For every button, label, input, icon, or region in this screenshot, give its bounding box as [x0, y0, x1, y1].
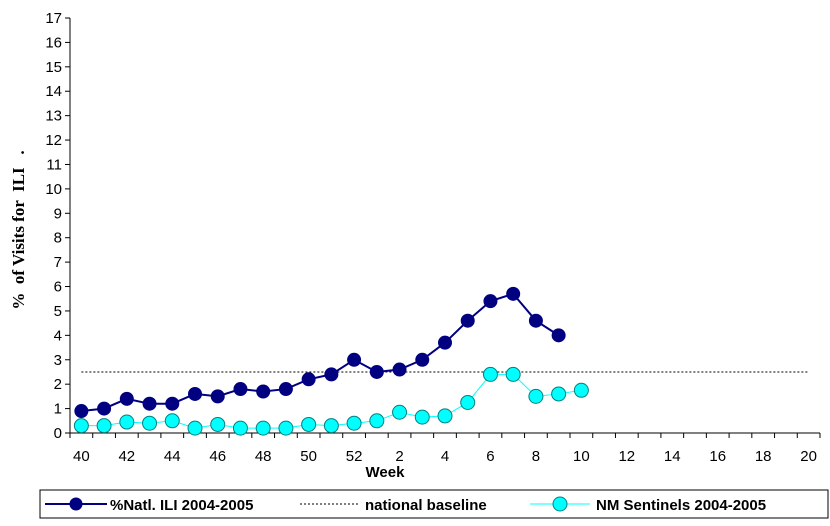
natl-series-point — [256, 384, 271, 399]
natl-series-point — [233, 382, 248, 397]
nm-series-point — [278, 420, 294, 436]
natl-series-line — [81, 292, 560, 413]
natl-series-point — [506, 286, 521, 301]
nm-series-point — [301, 416, 317, 432]
x-tick-label: 48 — [255, 448, 272, 465]
nm-series-point — [96, 418, 112, 434]
y-tick-label: 3 — [54, 352, 62, 369]
nm-series-point — [73, 418, 89, 434]
natl-series-point — [278, 382, 293, 397]
nm-series-point — [437, 408, 453, 424]
natl-series-point — [142, 396, 157, 411]
x-tick-label: 40 — [73, 448, 90, 465]
y-tick-label: 17 — [45, 10, 62, 27]
legend: %Natl. ILI 2004-2005 national baseline N… — [39, 489, 829, 519]
x-tick-label: 10 — [573, 448, 590, 465]
nm-series-point — [551, 386, 567, 402]
natl-series-point — [483, 294, 498, 309]
x-tick-label: 18 — [755, 448, 772, 465]
nm-series-point — [323, 418, 339, 434]
x-tick-label: 4 — [441, 448, 449, 465]
nm-series-point — [369, 413, 385, 429]
natl-series-point — [324, 367, 339, 382]
y-tick-label: 1 — [54, 401, 62, 418]
nm-series-point — [528, 388, 544, 404]
natl-series-point — [392, 362, 407, 377]
x-tick-label: 20 — [800, 448, 817, 465]
natl-series-point — [301, 372, 316, 387]
legend-label-natl: %Natl. ILI 2004-2005 — [110, 497, 253, 514]
nm-series-point — [482, 366, 498, 382]
x-tick-label: 14 — [664, 448, 681, 465]
x-tick-label: 2 — [395, 448, 403, 465]
legend-label-nm: NM Sentinels 2004-2005 — [596, 497, 766, 514]
legend-box — [39, 489, 829, 519]
x-tick-label: 6 — [486, 448, 494, 465]
nm-series-point — [164, 413, 180, 429]
y-tick-label: 12 — [45, 132, 62, 149]
nm-series-point — [392, 404, 408, 420]
y-tick-label: 6 — [54, 279, 62, 296]
nm-series-point — [210, 416, 226, 432]
nm-series-point — [119, 414, 135, 430]
y-tick-label: 7 — [54, 254, 62, 271]
legend-swatch-natl-marker — [69, 497, 83, 511]
y-tick-label: 4 — [54, 327, 62, 344]
x-axis-title: Week — [366, 464, 406, 481]
natl-series-point — [438, 335, 452, 350]
nm-series-point — [414, 409, 430, 425]
nm-series-point — [505, 366, 521, 382]
y-tick-label: 14 — [45, 83, 62, 100]
y-tick-label: 2 — [54, 376, 62, 393]
x-tick-label: 12 — [618, 448, 635, 465]
y-tick-label: 0 — [54, 425, 62, 442]
natl-series-point — [97, 401, 112, 416]
x-tick-label: 46 — [209, 448, 226, 465]
y-tick-label: 15 — [45, 59, 62, 76]
nm-series-point — [460, 394, 476, 410]
y-tick-label: 16 — [45, 34, 62, 51]
legend-label-baseline: national baseline — [365, 497, 487, 514]
natl-series-point — [210, 389, 225, 404]
y-tick-label: 13 — [45, 108, 62, 125]
nm-series-point — [187, 420, 203, 436]
natl-series-point — [165, 396, 180, 411]
legend-swatch-nm-marker — [552, 496, 568, 512]
natl-series-point — [188, 386, 202, 401]
nm-series-point — [255, 420, 271, 436]
y-axis-title: % of Visits for ILI . — [9, 150, 28, 309]
y-tick-label: 11 — [46, 156, 62, 173]
y-tick-label: 8 — [54, 230, 62, 247]
y-tick-label: 5 — [54, 303, 62, 320]
natl-series-point — [528, 313, 543, 328]
x-tick-label: 52 — [346, 448, 363, 465]
x-tick-label: 44 — [164, 448, 181, 465]
natl-series-point — [369, 364, 384, 379]
x-tick-label: 8 — [532, 448, 540, 465]
natl-series-point — [551, 328, 566, 343]
nm-series-point — [232, 420, 248, 436]
y-tick-label: 10 — [45, 181, 62, 198]
x-tick-label: 16 — [709, 448, 726, 465]
natl-series-point — [74, 404, 89, 419]
natl-series-point — [347, 352, 362, 367]
nm-series-point — [346, 415, 362, 431]
x-tick-label: 50 — [300, 448, 317, 465]
nm-series-point — [142, 415, 158, 431]
natl-series-point — [415, 352, 430, 367]
natl-series-point — [119, 391, 134, 406]
nm-series-point — [573, 382, 589, 398]
y-tick-label: 9 — [54, 205, 62, 222]
x-tick-label: 42 — [118, 448, 135, 465]
natl-series-point — [460, 313, 475, 328]
